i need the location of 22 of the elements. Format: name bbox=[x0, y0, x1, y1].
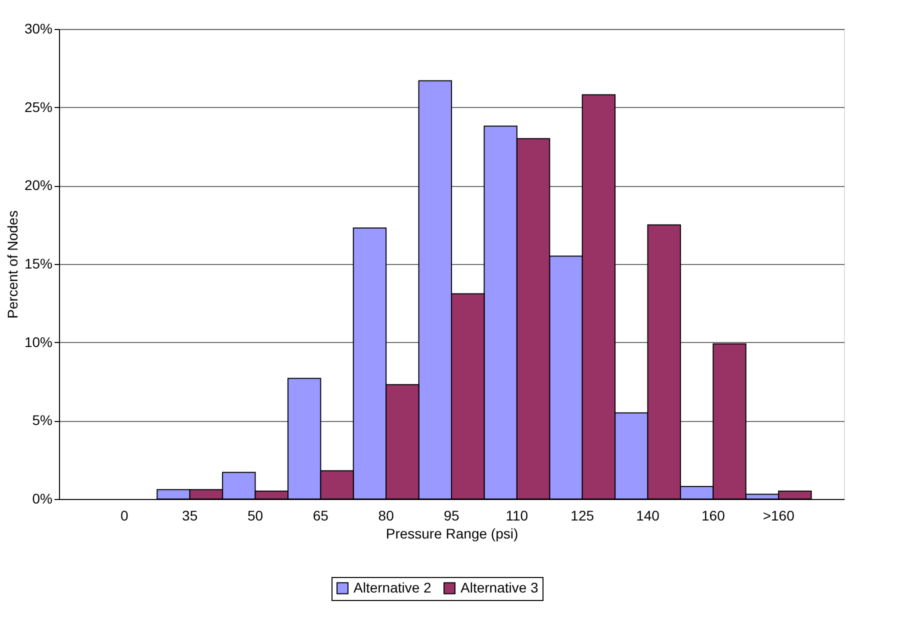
x-tick-label: 50 bbox=[247, 508, 264, 524]
x-tick-label: 0 bbox=[120, 508, 129, 524]
x-tick-label: 140 bbox=[636, 508, 660, 524]
legend-label: Alternative 2 bbox=[354, 579, 432, 596]
y-tick-label: 10% bbox=[24, 334, 52, 350]
y-tick-label: 0% bbox=[32, 490, 52, 506]
y-axis-title: Percent of Nodes bbox=[4, 210, 20, 319]
x-tick-label: >160 bbox=[762, 508, 795, 524]
x-tick-label: 65 bbox=[312, 508, 329, 524]
x-tick-label: 95 bbox=[444, 508, 460, 524]
y-tick-label: 20% bbox=[24, 177, 52, 194]
legend-label: Alternative 3 bbox=[460, 579, 539, 596]
x-tick-label: 80 bbox=[378, 508, 394, 524]
y-tick-label: 30% bbox=[24, 20, 52, 36]
x-tick-label: 125 bbox=[570, 508, 594, 524]
x-tick-label: 160 bbox=[701, 508, 726, 524]
y-tick-label: 15% bbox=[24, 256, 52, 272]
x-tick-label: 110 bbox=[506, 508, 528, 524]
x-tick-label: 35 bbox=[182, 508, 198, 524]
y-tick-label: 5% bbox=[32, 412, 52, 428]
x-axis-title: Pressure Range (psi) bbox=[386, 526, 518, 542]
y-tick-label: 25% bbox=[24, 98, 52, 115]
